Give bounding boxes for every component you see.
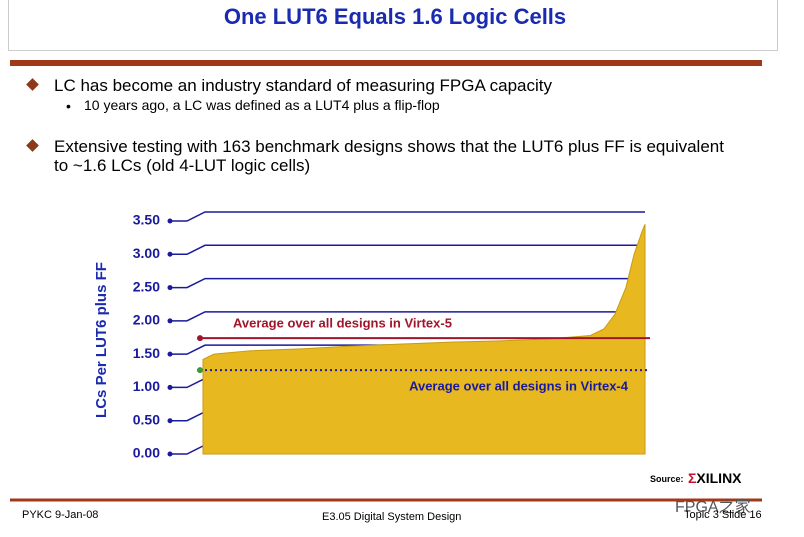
- source: Source:: [650, 474, 684, 484]
- grid-line: [170, 277, 645, 289]
- y-tick-label: 0.50: [133, 411, 160, 427]
- grid-line: [170, 311, 645, 322]
- footer-right: Topic 3 Slide 16: [684, 509, 762, 521]
- tick-dot: [167, 451, 173, 457]
- tick-dot: [167, 384, 173, 390]
- tick-dot: [167, 351, 173, 357]
- y-tick-label: 1.50: [133, 345, 160, 361]
- reference-label: Average over all designs in Virtex-4: [409, 379, 629, 394]
- tick-dot: [167, 251, 173, 257]
- sub-bullet-icon: •: [66, 98, 71, 114]
- y-tick-label: 2.00: [133, 312, 160, 328]
- footer-center: E3.05 Digital System Design: [322, 511, 462, 523]
- y-tick-label: 3.50: [133, 212, 160, 228]
- logo-text: XILINX: [696, 470, 742, 486]
- logo: ΣXILINX: [688, 470, 742, 486]
- tick-dot: [167, 218, 173, 224]
- y-tick-label: 1.00: [133, 378, 160, 394]
- y-tick-label: 3.00: [133, 245, 160, 261]
- title-frame: [8, 0, 778, 51]
- tick-dot: [167, 318, 173, 324]
- footer-left: PYKC 9-Jan-08: [22, 509, 99, 521]
- y-axis-label: LCs Per LUT6 plus FF: [93, 262, 110, 418]
- y-tick-label: 0.00: [133, 445, 160, 461]
- watermark: FPGA之家: [675, 499, 751, 516]
- grid-line: [170, 244, 645, 256]
- y-tick-label: 2.50: [133, 278, 160, 294]
- bullet: LC has become an industry standard of me…: [54, 76, 552, 95]
- reference-dot: [197, 367, 203, 374]
- sub-bullet: 10 years ago, a LC was defined as a LUT4…: [84, 97, 440, 113]
- tick-dot: [167, 285, 173, 291]
- grid-line: [170, 211, 645, 222]
- title: One LUT6 Equals 1.6 Logic Cells: [223, 4, 567, 29]
- title-rule: [10, 60, 762, 66]
- tick-dot: [167, 418, 173, 424]
- reference-dot: [197, 335, 203, 342]
- bullet: Extensive testing with 163 benchmark des…: [54, 137, 724, 175]
- reference-label: Average over all designs in Virtex-5: [233, 316, 452, 331]
